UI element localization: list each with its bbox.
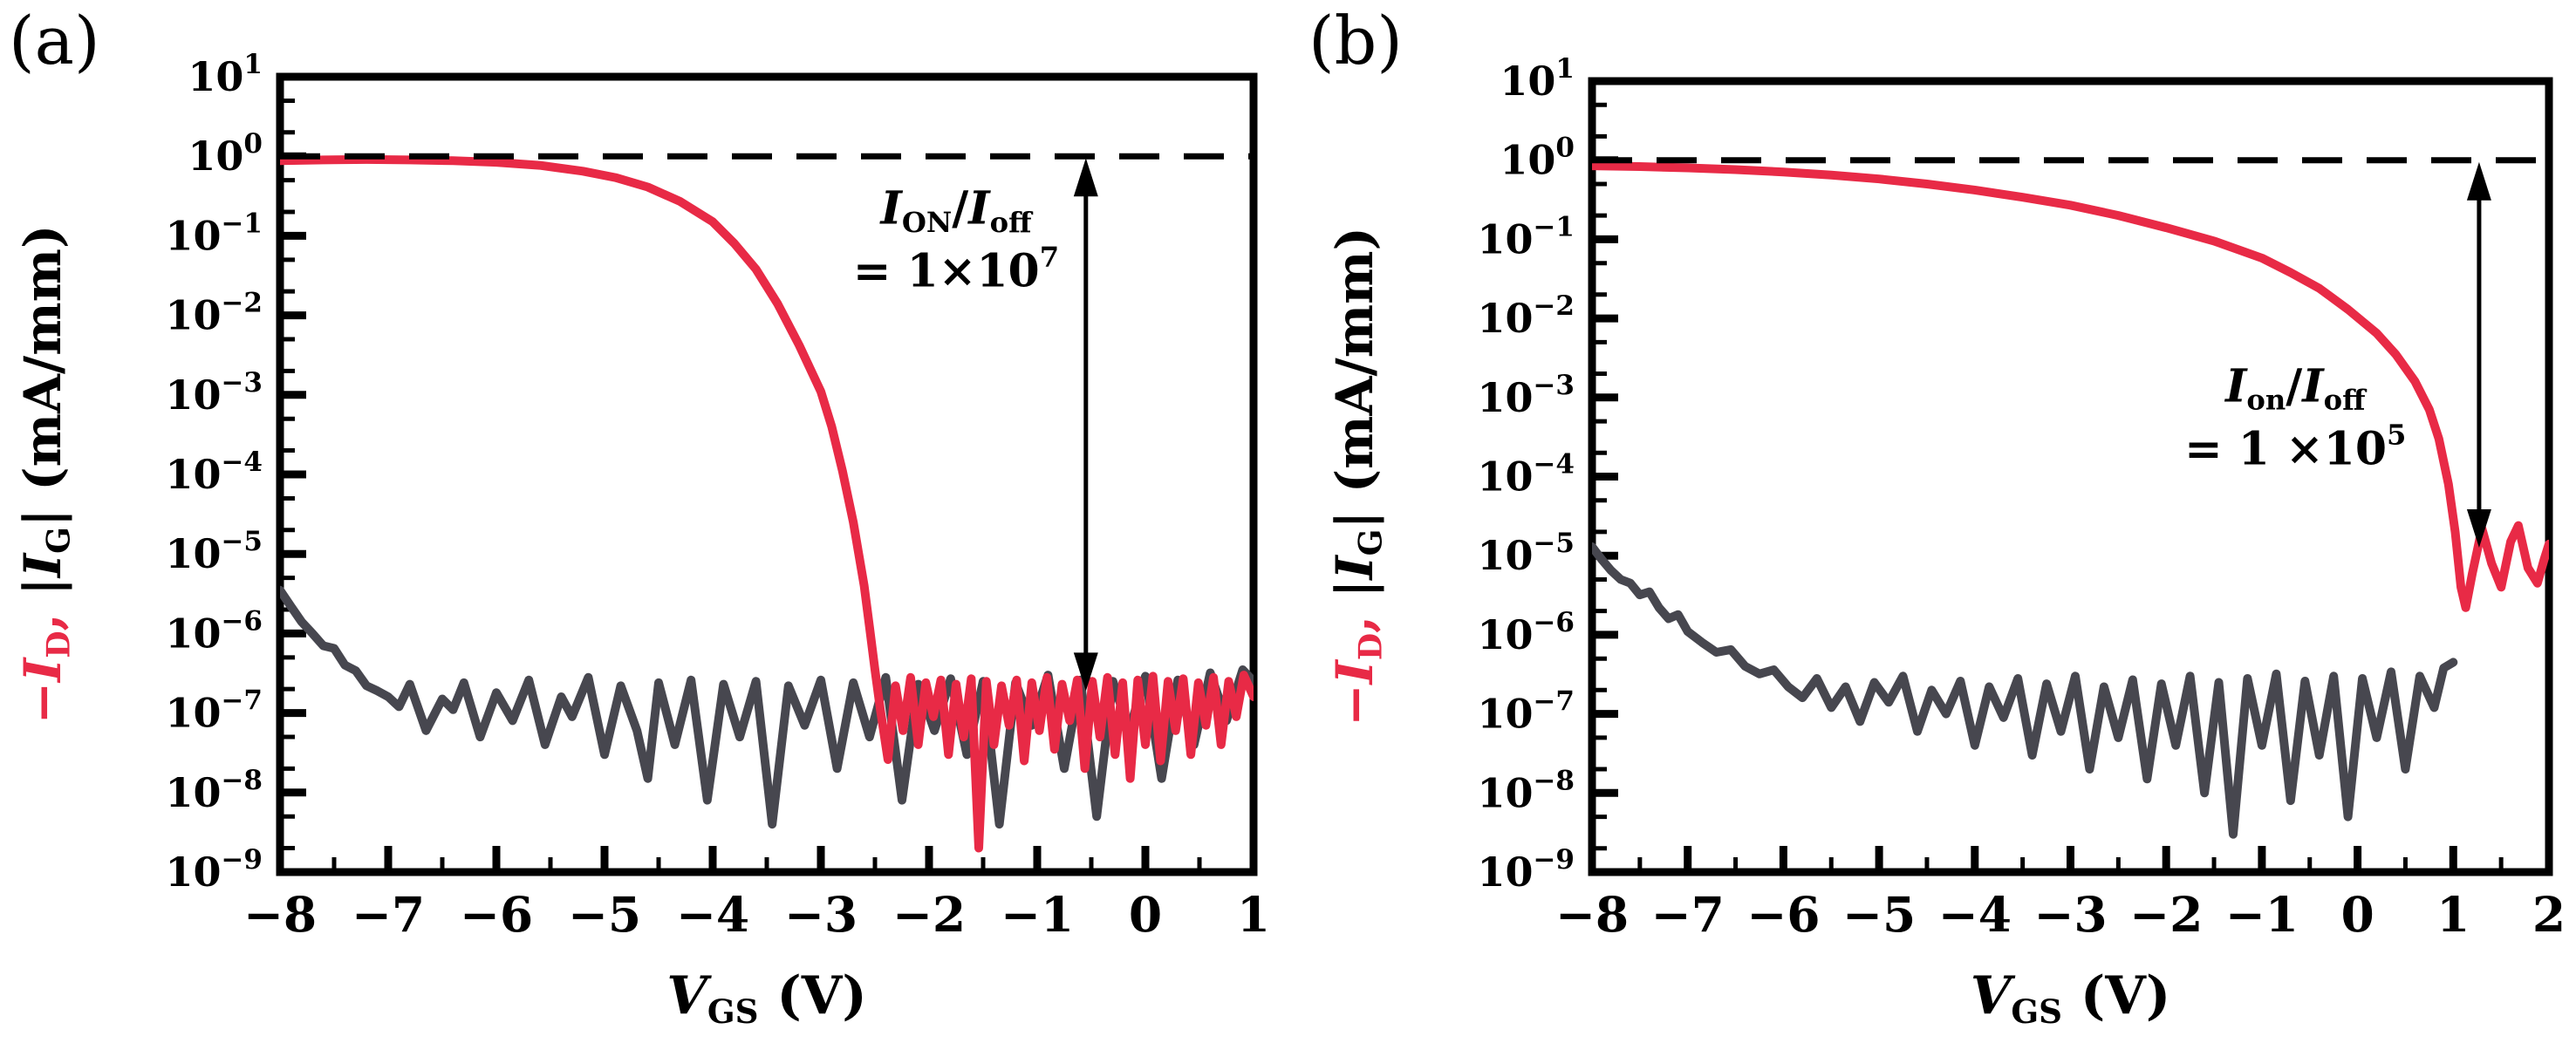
x-tick-label: −8 — [1555, 886, 1629, 943]
y-tick-label: 10−2 — [1477, 290, 1575, 342]
x-axis-title-b: VGS (V) — [1971, 965, 2170, 1031]
y-tick-label: 101 — [1500, 53, 1575, 105]
panel-a-plot: 10110010−110−210−310−410−510−610−710−810… — [13, 49, 1270, 1031]
x-tick-label: −7 — [352, 886, 425, 943]
on-off-ratio-label-b: Ion/Ioff — [2224, 359, 2368, 416]
x-tick-label: −7 — [1651, 886, 1725, 943]
drain-current-curve-b — [1592, 161, 2549, 612]
panel-b-label: (b) — [1308, 2, 1403, 79]
x-tick-label: 1 — [1237, 886, 1270, 943]
y-tick-label: 10−9 — [165, 844, 263, 896]
x-tick-label: 0 — [2340, 886, 2374, 943]
y-tick-label: 10−9 — [1477, 844, 1575, 896]
y-tick-label: 10−6 — [1477, 607, 1575, 658]
x-tick-label: −4 — [1938, 886, 2012, 943]
x-tick-label: −2 — [2129, 886, 2203, 943]
x-tick-label: 2 — [2532, 886, 2566, 943]
on-off-ratio-arrow-b — [2466, 161, 2491, 549]
y-axis-b: 101 100 10−1 10−2 10−3 10−4 10−5 10−6 10−7 10−8 10… — [1477, 53, 1618, 896]
y-tick-label: 10−6 — [165, 605, 263, 657]
x-tick-label: −1 — [1001, 886, 1074, 943]
x-tick-label: −5 — [1842, 886, 1916, 943]
x-tick-label: −3 — [2033, 886, 2107, 943]
y-tick-label: 10−8 — [1477, 765, 1575, 816]
on-off-ratio-label-a: ION/Ioff — [878, 182, 1034, 239]
y-tick-label: 100 — [188, 128, 263, 180]
y-axis-a: 101 100 10−1 10−2 10−3 10−4 10−5 10−6 10−7 10−8 10… — [165, 49, 306, 896]
x-tick-label: −6 — [1746, 886, 1820, 943]
panel-a-label: (a) — [9, 2, 100, 79]
y-tick-label: 10−1 — [1477, 211, 1575, 262]
x-tick-label: −4 — [676, 886, 749, 943]
y-axis-title-b: −ID, |IG| (mA/mm) — [1325, 227, 1389, 726]
on-off-ratio-arrow-a — [1073, 158, 1098, 692]
y-tick-label: 10−7 — [165, 685, 263, 737]
y-axis-title-a: −ID, |IG| (mA/mm) — [13, 225, 77, 725]
y-tick-label: 10−5 — [165, 526, 263, 577]
x-axis-title-a: VGS (V) — [666, 965, 866, 1031]
y-tick-label: 10−5 — [1477, 528, 1575, 579]
y-tick-label: 10−8 — [165, 765, 263, 816]
y-tick-label: 10−1 — [165, 208, 263, 259]
x-tick-label: 0 — [1129, 886, 1162, 943]
y-tick-label: 10−3 — [165, 367, 263, 419]
y-tick-label: 101 — [188, 49, 263, 100]
panel-b-plot: 10110010−110−210−310−410−510−610−710−810… — [1325, 53, 2566, 1031]
x-tick-label: −6 — [460, 886, 533, 943]
drain-current-curve-a — [280, 154, 1254, 853]
x-axis-b: −8 −7 −6 −5 −4 −3 −2 −1 0 1 2 — [1555, 846, 2566, 943]
y-tick-label: 100 — [1500, 133, 1575, 184]
on-off-ratio-value-a: = 1×107 — [853, 241, 1059, 298]
y-tick-label: 10−2 — [165, 288, 263, 339]
x-tick-label: −3 — [784, 886, 858, 943]
x-tick-label: −1 — [2225, 886, 2299, 943]
on-off-ratio-value-b: = 1 ×105 — [2184, 418, 2406, 475]
x-tick-label: −5 — [568, 886, 641, 943]
x-axis-a: −8 −7 −6 −5 −4 −3 −2 −1 0 1 — [243, 846, 1270, 943]
x-tick-label: 1 — [2436, 886, 2470, 943]
y-tick-label: 10−4 — [165, 447, 263, 498]
y-tick-label: 10−3 — [1477, 370, 1575, 421]
y-tick-label: 10−7 — [1477, 686, 1575, 738]
x-tick-label: −2 — [892, 886, 966, 943]
y-tick-label: 10−4 — [1477, 449, 1575, 501]
gate-current-curve-b — [1592, 542, 2458, 839]
x-tick-label: −8 — [243, 886, 317, 943]
